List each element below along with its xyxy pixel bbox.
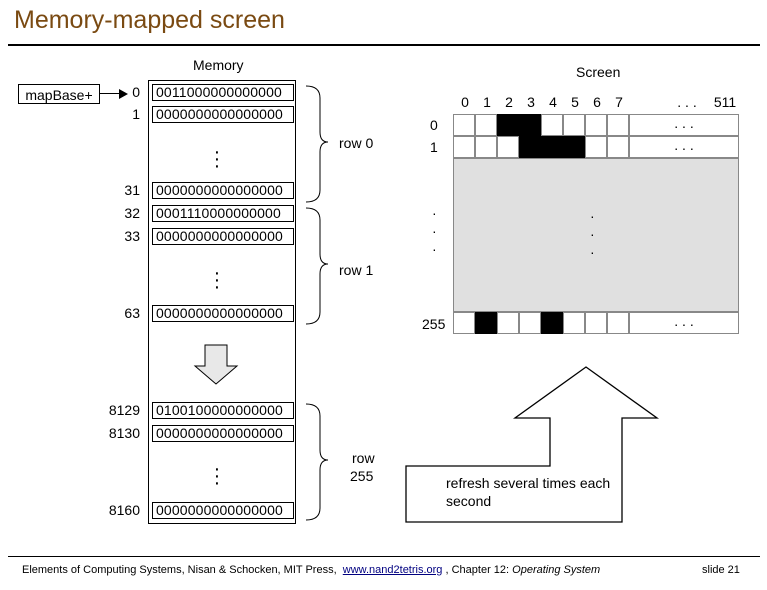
brace-row-0: [305, 85, 329, 203]
down-arrow-icon: [193, 344, 239, 385]
pixel-ellipsis: . . .: [629, 114, 739, 136]
address-label: 33: [124, 228, 140, 244]
memory-cell: 0000000000000000: [152, 106, 294, 123]
column-label: 4: [549, 94, 557, 110]
column-label: 3: [527, 94, 535, 110]
footer-prefix: Elements of Computing Systems, Nisan & S…: [22, 564, 337, 576]
slide-title: Memory-mapped screen: [14, 6, 285, 34]
address-label: 1: [132, 106, 140, 122]
pixel-on: [475, 312, 497, 334]
row-255-label-bottom: 255: [350, 468, 374, 484]
pixel-off: [453, 136, 475, 158]
pixel-off: [563, 114, 585, 136]
brace-row-255: [305, 403, 329, 521]
pixel-ellipsis: . . .: [629, 136, 739, 158]
vertical-ellipsis: · · ·: [213, 262, 221, 298]
address-label: 31: [124, 182, 140, 198]
footer-chapter-title: Operating System: [512, 564, 601, 576]
memory-cell: 0000000000000000: [152, 305, 294, 322]
map-base-arrow-head: [119, 89, 128, 99]
screen-row-1: . . .: [453, 136, 739, 158]
brace-row-1: [305, 207, 329, 325]
memory-column: [148, 80, 296, 524]
memory-cell: 0100100000000000: [152, 402, 294, 419]
pixel-off: [541, 114, 563, 136]
screen-heading: Screen: [576, 64, 621, 80]
memory-cell: 0000000000000000: [152, 502, 294, 519]
memory-heading: Memory: [193, 57, 244, 73]
pixel-on: [497, 114, 519, 136]
pixel-off: [453, 114, 475, 136]
screen-grid: . . . . . . · · · . . .: [453, 114, 739, 336]
vertical-ellipsis: · · ·: [213, 141, 221, 177]
row-braces: [305, 85, 329, 521]
row-0-label: row 0: [339, 135, 374, 151]
memory-cell: 0000000000000000: [152, 182, 294, 199]
column-label: 5: [571, 94, 579, 110]
pixel-ellipsis: . . .: [629, 312, 739, 334]
memory-cell: 0000000000000000: [152, 228, 294, 245]
column-label-ellipsis: . . .: [677, 94, 697, 110]
screen-row-label: 255: [422, 316, 446, 332]
address-label: 0: [132, 84, 140, 100]
pixel-off: [607, 114, 629, 136]
refresh-arrow-icon: [405, 366, 660, 523]
pixel-off: [497, 312, 519, 334]
pixel-on: [519, 136, 541, 158]
screen-row-label: 0: [430, 117, 438, 133]
pixel-off: [497, 136, 519, 158]
screen-middle-rows: · · ·: [453, 158, 739, 312]
address-label: 32: [124, 205, 140, 221]
row-255-label-top: row: [352, 450, 375, 466]
address-label: 8129: [108, 402, 140, 418]
screen-row-0: . . .: [453, 114, 739, 136]
refresh-label: refresh several times each second: [446, 475, 611, 509]
memory-cell: 0001110000000000: [152, 205, 294, 222]
pixel-off: [563, 312, 585, 334]
column-label: 0: [461, 94, 469, 110]
screen-center-ellipsis: · · ·: [590, 208, 595, 260]
pixel-on: [541, 136, 563, 158]
address-label: 8160: [108, 502, 140, 518]
column-label: 2: [505, 94, 513, 110]
pixel-off: [607, 136, 629, 158]
address-label: 8130: [108, 425, 140, 441]
pixel-on: [541, 312, 563, 334]
pixel-off: [519, 312, 541, 334]
pixel-off: [585, 312, 607, 334]
footer-divider: [8, 556, 760, 557]
column-label: 511: [713, 94, 737, 110]
title-divider: [8, 44, 760, 46]
address-label: 63: [124, 305, 140, 321]
pixel-off: [475, 136, 497, 158]
pixel-off: [585, 114, 607, 136]
vertical-ellipsis: · · ·: [213, 458, 221, 494]
pixel-off: [453, 312, 475, 334]
pixel-on: [563, 136, 585, 158]
column-label: 7: [615, 94, 623, 110]
footer-citation: Elements of Computing Systems, Nisan & S…: [22, 564, 600, 576]
pixel-off: [607, 312, 629, 334]
memory-cell: 0011000000000000: [152, 84, 294, 101]
screen-row-255: . . .: [453, 312, 739, 334]
nand2tetris-link[interactable]: www.nand2tetris.org: [342, 564, 443, 576]
pixel-off: [475, 114, 497, 136]
screen-row-label: 1: [430, 139, 438, 155]
slide-number: slide 21: [702, 564, 740, 576]
column-label: 6: [593, 94, 601, 110]
map-base-arrow: [100, 93, 120, 94]
row-1-label: row 1: [339, 262, 374, 278]
memory-cell: 0000000000000000: [152, 425, 294, 442]
map-base-box: mapBase+: [18, 84, 100, 104]
pixel-on: [519, 114, 541, 136]
footer-chapter: , Chapter 12:: [445, 564, 510, 576]
column-label: 1: [483, 94, 491, 110]
screen-row-ellipsis: · · ·: [432, 205, 437, 257]
pixel-off: [585, 136, 607, 158]
